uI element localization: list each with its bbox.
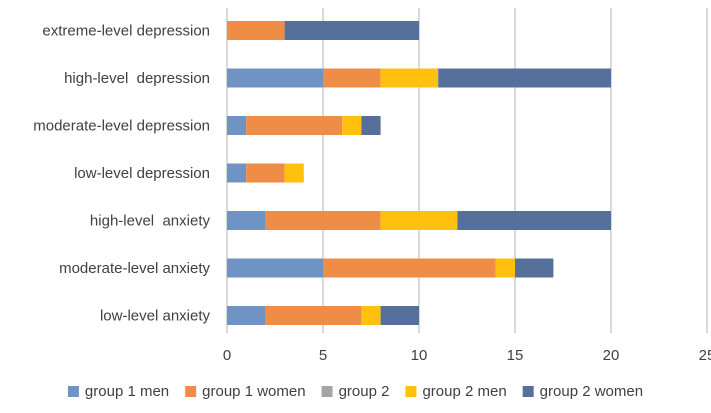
legend-swatch [185,386,197,397]
legend-item-group-2: group 2 [321,383,390,400]
bar-segment-group-2-women-1 [438,68,611,88]
bars [227,21,611,325]
category-label: extreme-level depression [42,23,210,40]
bar-segment-group-1-women-3 [246,163,285,183]
bar-segment-group-1-women-1 [323,68,381,88]
bar-segment-group-1-women-6 [265,306,362,325]
category-label: high-level anxiety [90,213,211,230]
bar-segment-group-2-men-5 [495,258,515,278]
bar-segment-group-2-women-2 [361,116,381,135]
bar-segment-group-2-men-6 [361,306,381,325]
x-tick-label-20: 20 [603,347,620,364]
category-label: moderate-level depression [33,118,210,135]
bar-segment-group-1-men-6 [227,306,266,325]
gridlines [226,8,708,333]
bar-segment-group-1-women-2 [246,116,343,135]
category-label: low-level depression [74,165,210,182]
legend-swatch [522,386,534,397]
category-labels: extreme-level depression high-level depre… [33,23,210,325]
bar-segment-group-2-men-2 [342,116,362,135]
bar-segment-group-1-women-4 [265,211,381,230]
x-tick-label-10: 10 [411,347,428,364]
bar-segment-group-1-men-4 [227,211,266,230]
legend-swatch [321,386,333,397]
legend-item-group-1-women: group 1 women [185,383,306,400]
x-tick-label-25: 25 [699,347,711,364]
bar-segment-group-2-women-0 [284,21,419,40]
legend-label: group 2 men [422,383,506,400]
bar-segment-group-1-women-0 [227,21,285,40]
bar-segment-group-2-women-5 [515,258,554,278]
x-tick-label-0: 0 [223,347,231,364]
bar-segment-group-1-men-2 [227,116,247,135]
x-tick-label-15: 15 [507,347,524,364]
x-tick-label-5: 5 [319,347,327,364]
bar-segment-group-1-men-5 [227,258,323,278]
legend-swatch [405,386,417,397]
category-label: high-level depression [64,70,210,87]
legend-label: group 2 [339,383,390,400]
bar-segment-group-1-men-3 [227,163,247,183]
bar-segment-group-2-men-4 [380,211,458,230]
legend-item-group-2-women: group 2 women [522,383,643,400]
legend-item-group-2-men: group 2 men [405,383,507,400]
legend-item-group-1-men: group 1 men [67,383,169,400]
legend-label: group 1 men [85,383,169,400]
bar-segment-group-1-women-5 [323,258,496,278]
legend: group 1 men group 1 women group 2 group 2 m… [67,383,643,400]
category-label: low-level anxiety [100,308,211,325]
bar-segment-group-1-men-1 [227,68,323,88]
category-label: moderate-level anxiety [59,260,210,277]
x-axis-tick-labels: 0 5 10 15 20 25 [223,347,711,364]
bar-segment-group-2-men-3 [284,163,304,183]
bar-segment-group-2-men-1 [380,68,439,88]
legend-label: group 1 women [202,383,305,400]
legend-swatch [67,386,79,397]
bar-segment-group-2-women-4 [457,211,611,230]
legend-label: group 2 women [540,383,643,400]
bar-segment-group-2-women-6 [380,306,419,325]
